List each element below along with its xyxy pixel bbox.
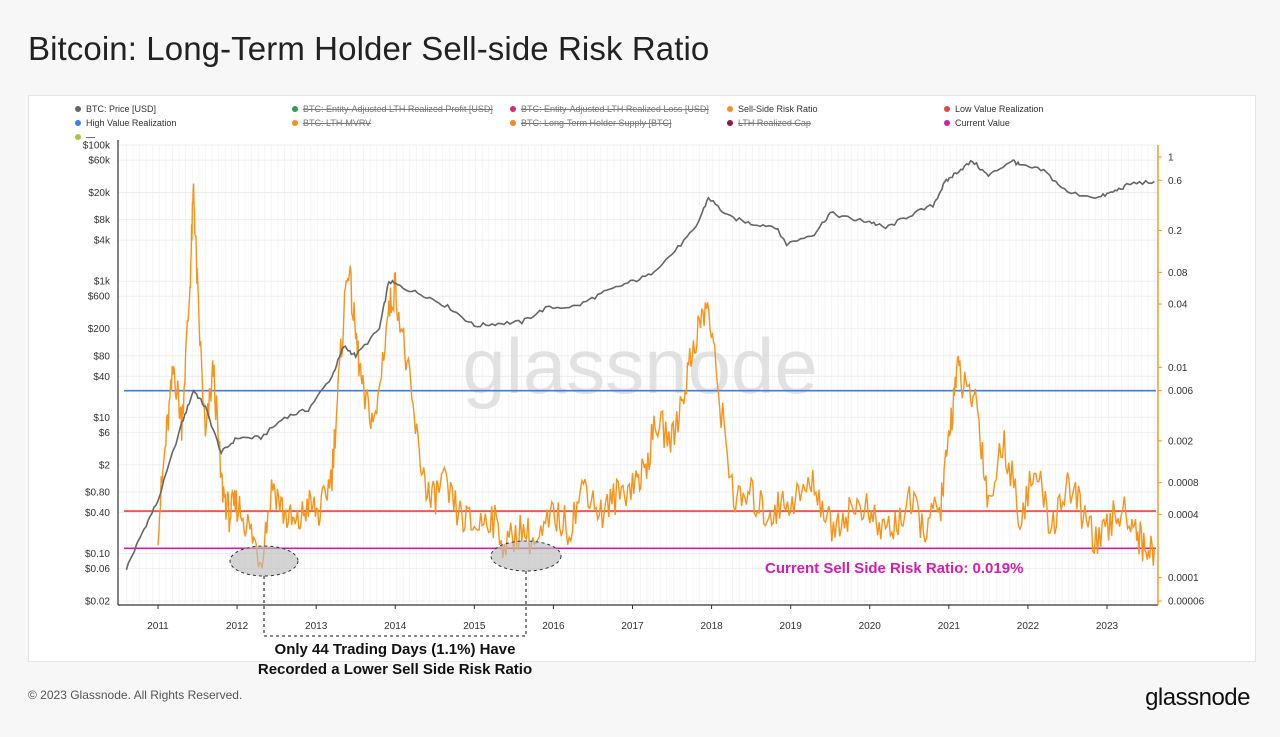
legend-item-low-value-realization[interactable]: Low Value Realization	[944, 104, 1043, 114]
y-right-tick-label: 1	[1168, 153, 1174, 164]
legend-item-lth-supply[interactable]: BTC: Long-Term Holder Supply [BTC]	[510, 118, 672, 128]
y-left-tick-label: $100k	[83, 141, 111, 152]
y-right-tick-label: 0.04	[1168, 300, 1188, 311]
page-title: Bitcoin: Long-Term Holder Sell-side Risk…	[28, 30, 710, 67]
legend-item-high-value-realization[interactable]: High Value Realization	[75, 118, 176, 128]
y-right-tick-label: 0.2	[1168, 226, 1182, 237]
x-tick-label: 2019	[780, 621, 803, 632]
y-left-tick-label: $1k	[94, 277, 111, 288]
highlight-ellipses	[229, 540, 562, 637]
legend-dot-icon	[292, 106, 298, 112]
x-tick-label: 2014	[384, 621, 407, 632]
x-tick-label: 2016	[542, 621, 565, 632]
legend-item-lth-realized-profit[interactable]: BTC: Entity-Adjusted LTH Realized Profit…	[292, 104, 493, 114]
y-left-tick-label: $20k	[88, 188, 111, 199]
legend-label: BTC: Entity-Adjusted LTH Realized Profit…	[303, 104, 493, 114]
legend-label: —	[86, 132, 95, 142]
y-left-tick-label: $6	[99, 428, 111, 439]
watermark: glassnode	[462, 322, 818, 410]
x-tick-label: 2012	[226, 621, 249, 632]
legend-label: Low Value Realization	[955, 104, 1044, 114]
y-right-tick-label: 0.0004	[1168, 510, 1199, 521]
legend-label: BTC: Long-Term Holder Supply [BTC]	[521, 118, 672, 128]
y-left-tick-label: $0.40	[85, 508, 110, 519]
legend-dot-icon	[944, 120, 950, 126]
legend-item-extra[interactable]: —	[75, 132, 95, 142]
legend-dot-icon	[944, 106, 950, 112]
y-right-tick-label: 0.00006	[1168, 597, 1205, 608]
x-tick-label: 2023	[1096, 621, 1119, 632]
y-right-tick-label: 0.0008	[1168, 478, 1199, 489]
x-tick-label: 2021	[938, 621, 961, 632]
legend-item-current-value[interactable]: Current Value	[944, 118, 1010, 128]
x-tick-label: 2020	[859, 621, 882, 632]
brand-logo: glassnode	[1145, 684, 1250, 711]
annotation-line-2: Recorded a Lower Sell Side Risk Ratio	[257, 661, 533, 678]
x-tick-label: 2013	[305, 621, 328, 632]
btc-price-line	[125, 159, 1155, 571]
legend-item-btc-price[interactable]: BTC: Price [USD]	[75, 104, 156, 114]
legend-dot-icon	[75, 120, 81, 126]
y-right-tick-label: 0.0001	[1168, 573, 1199, 584]
legend-dot-icon	[727, 120, 733, 126]
x-tick-label: 2011	[147, 621, 169, 632]
legend-dot-icon	[75, 106, 81, 112]
highlight-ellipse-2015	[490, 540, 562, 572]
annotation-connector	[263, 571, 527, 637]
legend-label: High Value Realization	[86, 118, 177, 128]
legend-dot-icon	[75, 134, 81, 140]
axes: $100k $60k $20k $8k $4k $1k $600 $200 $80 $40 $10 $…	[83, 140, 1205, 632]
y-left-tick-label: $0.02	[85, 597, 110, 608]
x-tick-label: 2017	[621, 621, 644, 632]
y-left-tick-label: $80	[93, 351, 110, 362]
legend-label: BTC: Price [USD]	[86, 104, 157, 114]
legend-item-sell-side-risk-ratio[interactable]: Sell-Side Risk Ratio	[727, 104, 818, 114]
y-right-tick-label: 0.08	[1168, 268, 1188, 279]
y-right-tick-label: 0.002	[1168, 436, 1193, 447]
annotation-note: Only 44 Trading Days (1.1%) Have Recorde…	[230, 640, 560, 680]
copyright: © 2023 Glassnode. All Rights Reserved.	[28, 688, 243, 702]
legend-label: Current Value	[955, 118, 1010, 128]
legend-dot-icon	[292, 120, 298, 126]
legend-label: Sell-Side Risk Ratio	[738, 104, 818, 114]
y-left-tick-label: $0.80	[85, 487, 110, 498]
legend-label: BTC: Entity-Adjusted LTH Realized Loss […	[521, 104, 709, 114]
legend-label: LTH Realized Cap	[738, 118, 811, 128]
y-right-tick-label: 0.6	[1168, 176, 1182, 187]
x-tick-label: 2018	[700, 621, 723, 632]
y-left-tick-label: $0.06	[85, 564, 110, 575]
x-tick-label: 2015	[463, 621, 486, 632]
y-left-tick-label: $10	[93, 413, 110, 424]
highlight-ellipse-2012	[229, 545, 299, 577]
legend-dot-icon	[510, 106, 516, 112]
legend-item-lth-mvrv[interactable]: BTC: LTH-MVRV	[292, 118, 371, 128]
y-left-tick-label: $0.10	[85, 549, 110, 560]
y-left-tick-label: $60k	[88, 156, 111, 167]
y-right-tick-label: 0.006	[1168, 386, 1193, 397]
legend-item-lth-realized-cap[interactable]: LTH Realized Cap	[727, 118, 811, 128]
annotation-line-1: Only 44 Trading Days (1.1%) Have	[274, 641, 516, 658]
y-left-tick-label: $200	[88, 324, 111, 335]
legend-dot-icon	[727, 106, 733, 112]
threshold-lines	[124, 389, 1156, 550]
current-ratio-label: Current Sell Side Risk Ratio: 0.019%	[765, 560, 1023, 577]
legend-label: BTC: LTH-MVRV	[303, 118, 372, 128]
x-tick-label: 2022	[1017, 621, 1040, 632]
y-left-tick-label: $8k	[94, 215, 111, 226]
y-left-tick-label: $600	[88, 292, 111, 303]
legend-item-lth-realized-loss[interactable]: BTC: Entity-Adjusted LTH Realized Loss […	[510, 104, 709, 114]
y-left-tick-label: $2	[99, 460, 111, 471]
y-left-tick-label: $40	[93, 372, 110, 383]
y-right-tick-label: 0.01	[1168, 363, 1188, 374]
y-left-tick-label: $4k	[94, 236, 111, 247]
legend-dot-icon	[510, 120, 516, 126]
